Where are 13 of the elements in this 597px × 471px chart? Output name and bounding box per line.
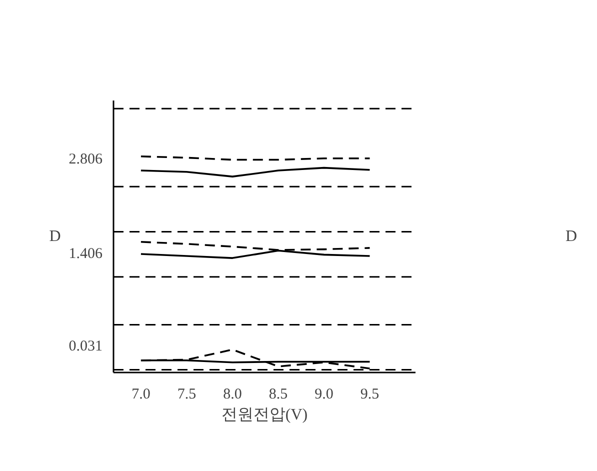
x-tick-label: 9.0 [314,386,334,402]
y-tick-label: 0.031 [68,338,102,354]
x-tick-label: 8.0 [223,386,242,402]
text: D [566,228,578,245]
x-tick-label: 9.5 [360,386,380,402]
y-axis-title: D [49,228,61,245]
line-series [140,166,371,178]
x-axis-title: 전원전압(V) [221,406,308,424]
x-tick-label: 7.0 [132,386,150,402]
x-tick-label: 8.5 [268,386,288,402]
x-tick-label: 7.5 [177,386,196,402]
y-tick-label: 1.406 [68,246,103,262]
y-tick-label: 2.806 [68,152,103,168]
